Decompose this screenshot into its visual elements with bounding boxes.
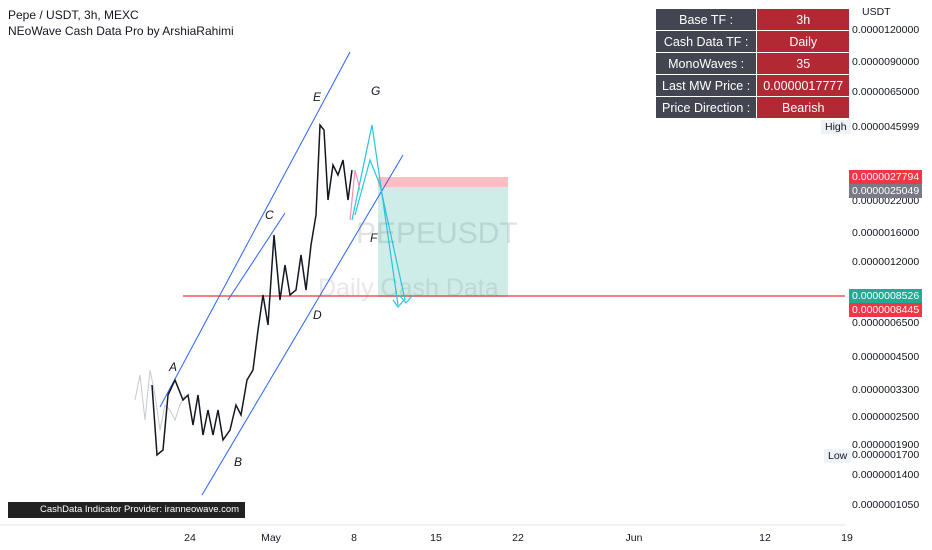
date-axis-label: 24 (184, 532, 196, 544)
chart-title: Pepe / USDT, 3h, MEXC (8, 8, 139, 22)
wave-label-d: D (313, 308, 322, 322)
price-tag-red-2: 0.0000008445 (849, 303, 923, 317)
date-axis-label: Jun (625, 532, 643, 544)
price-axis-label: 0.0000001050 (852, 499, 920, 511)
info-value: Daily (756, 30, 851, 53)
high-badge: High (821, 120, 851, 134)
price-axis-label: 0.0000006500 (852, 317, 920, 329)
projection-arrowhead-2 (399, 295, 413, 304)
price-tag-green: 0.0000008526 (849, 289, 923, 303)
low-value: 0.0000001700 (852, 449, 920, 461)
wave-label-g: G (371, 84, 381, 98)
table-row: Last MW Price :0.0000017777 (654, 74, 851, 97)
pink-segment (349, 169, 361, 221)
info-key: Last MW Price : (654, 74, 758, 97)
date-axis-label: 15 (430, 532, 442, 544)
projection-arrowhead (392, 299, 405, 308)
watermark-text: Daily Cash Data (318, 274, 499, 302)
date-axis-label: May (261, 532, 281, 544)
date-axis-label: 8 (351, 532, 357, 544)
wave-label-f: F (370, 231, 378, 245)
reward-zone (378, 187, 508, 297)
info-key: Base TF : (654, 8, 758, 31)
wave-label-a: A (169, 360, 178, 374)
projection-path-2 (354, 158, 406, 301)
price-wave-line (151, 122, 353, 457)
info-key: Cash Data TF : (654, 30, 758, 53)
wave-label-e: E (313, 90, 322, 104)
indicator-name: NEoWave Cash Data Pro by ArshiaRahimi (8, 24, 234, 38)
low-badge: Low (824, 449, 852, 463)
provider-badge: CashData Indicator Provider: iranneowave… (8, 502, 246, 518)
price-tag-grey: 0.0000025049 (849, 184, 923, 198)
info-key: MonoWaves : (654, 52, 758, 75)
price-axis-label: 0.0000065000 (852, 86, 920, 98)
table-row: Price Direction : Bearish (654, 96, 851, 119)
channel-mid-line (227, 212, 286, 301)
price-axis-label: 0.0000001900 (852, 439, 920, 451)
projection-path (351, 124, 399, 306)
price-axis-label: 0.0000004500 (852, 351, 920, 363)
price-axis-label: 0.0000003300 (852, 384, 920, 396)
date-axis-label: 12 (759, 532, 771, 544)
table-row: Cash Data TF : Daily (654, 30, 851, 53)
info-value: 3h (756, 8, 851, 31)
high-value: 0.0000045999 (852, 121, 920, 133)
price-axis-label: 0.0000016000 (852, 227, 920, 239)
risk-zone (378, 177, 508, 187)
price-axis-label: 0.0000002500 (852, 411, 920, 423)
price-axis-label: 0.0000090000 (852, 56, 920, 68)
price-axis-label: 0.0000001400 (852, 469, 920, 481)
channel-upper-line (159, 51, 351, 408)
table-row: MonoWaves :35 (654, 52, 851, 75)
info-value: 0.0000017777 (756, 74, 851, 97)
price-tag-red: 0.0000027794 (849, 170, 923, 184)
wave-label-c: C (265, 208, 274, 222)
info-value: 35 (756, 52, 851, 75)
info-key: Price Direction : (654, 96, 758, 119)
watermark-symbol: PEPEUSDT (356, 217, 518, 250)
info-value: Bearish (756, 96, 851, 119)
wave-label-b: B (234, 455, 243, 469)
price-axis-unit[interactable]: USDT (862, 6, 891, 18)
channel-lower-line (201, 154, 404, 496)
date-axis-label: 22 (512, 532, 524, 544)
price-axis-label: 0.0000120000 (852, 24, 920, 36)
price-axis-label: 0.0000022000 (852, 195, 920, 207)
price-axis-label: 0.0000012000 (852, 256, 920, 268)
indicator-info-table: Base TF :3h Cash Data TF : Daily MonoWave… (654, 8, 851, 119)
date-axis-label: 19 (841, 532, 853, 544)
history-price-line (134, 369, 186, 431)
table-row: Base TF :3h (654, 8, 851, 31)
